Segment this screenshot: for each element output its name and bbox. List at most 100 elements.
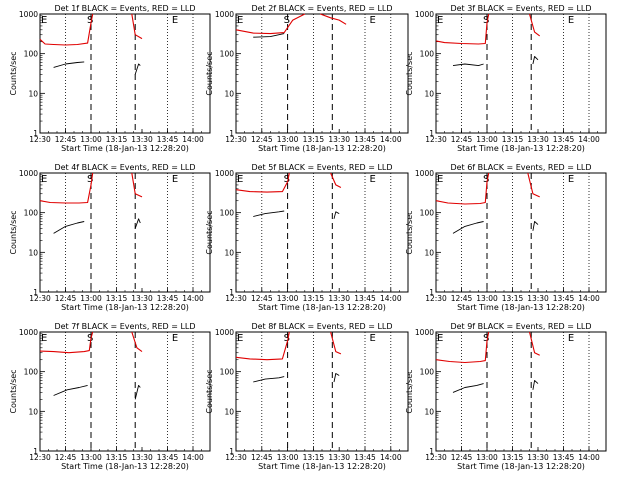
plot-frame xyxy=(235,331,409,452)
marker-e: E xyxy=(237,174,243,185)
y-axis-label: Counts/sec xyxy=(9,369,18,413)
x-tick-label: 13:45 xyxy=(354,453,376,462)
x-tick-label: 13:00 xyxy=(277,453,299,462)
x-tick-label: 13:45 xyxy=(354,135,376,144)
x-axis-label: Start Time (18-Jan-13 12:28:20) xyxy=(61,303,189,312)
x-tick-label: 13:45 xyxy=(157,294,179,303)
x-tick-label: 13:15 xyxy=(502,453,524,462)
lld-series-line xyxy=(235,331,290,361)
x-tick-label: 13:00 xyxy=(476,294,498,303)
events-series-line xyxy=(452,383,484,393)
x-tick-label: 14:00 xyxy=(380,135,402,144)
marker-s: S xyxy=(483,15,489,26)
x-tick-label: 14:00 xyxy=(578,294,600,303)
x-tick-label: 14:00 xyxy=(182,294,204,303)
x-axis-label: Start Time (18-Jan-13 12:28:20) xyxy=(61,144,189,153)
marker-e: E xyxy=(172,15,178,26)
lld-series-line xyxy=(131,331,143,353)
x-tick-label: 13:00 xyxy=(80,135,102,144)
y-tick-label: 1000 xyxy=(19,169,38,178)
y-tick-label: 1000 xyxy=(215,169,234,178)
marker-e: E xyxy=(369,333,375,344)
x-tick-label: 14:00 xyxy=(182,135,204,144)
marker-e: E xyxy=(41,174,47,185)
lld-series-line xyxy=(435,331,490,364)
x-tick-label: 12:45 xyxy=(55,294,77,303)
x-tick-label: 13:15 xyxy=(303,294,325,303)
y-tick-label: 10 xyxy=(28,89,38,98)
y-tick-label: 1 xyxy=(33,447,38,456)
x-tick-label: 14:00 xyxy=(578,453,600,462)
x-axis-label: Start Time (18-Jan-13 12:28:20) xyxy=(258,462,386,471)
marker-e: E xyxy=(437,15,443,26)
lld-series-line xyxy=(330,331,342,355)
plot-frame xyxy=(435,172,607,293)
marker-s: S xyxy=(483,174,489,185)
y-tick-label: 1 xyxy=(229,129,234,138)
x-tick-label: 12:30 xyxy=(425,453,447,462)
chart-title: Det 5f BLACK = Events, RED = LLD xyxy=(251,163,392,172)
y-tick-label: 1 xyxy=(229,447,234,456)
chart-title: Det 6f BLACK = Events, RED = LLD xyxy=(450,163,591,172)
plot-frame xyxy=(235,172,409,293)
events-series-line xyxy=(532,380,539,390)
chart-title: Det 2f BLACK = Events, RED = LLD xyxy=(251,4,392,13)
x-tick-label: 13:30 xyxy=(131,135,153,144)
chart-title: Det 1f BLACK = Events, RED = LLD xyxy=(54,4,195,13)
chart-title: Det 9f BLACK = Events, RED = LLD xyxy=(450,322,591,331)
y-tick-label: 1 xyxy=(429,288,434,297)
chart-panel-4: Det 4f BLACK = Events, RED = LLD E E S 12:30… xyxy=(9,163,211,312)
x-tick-label: 13:45 xyxy=(553,135,575,144)
y-tick-label: 1 xyxy=(429,129,434,138)
y-tick-label: 1000 xyxy=(415,169,434,178)
y-tick-label: 1000 xyxy=(415,328,434,337)
marker-e: E xyxy=(437,174,443,185)
events-series-line xyxy=(532,221,539,231)
plot-frame xyxy=(39,331,211,452)
y-axis-label: Counts/sec xyxy=(205,51,214,95)
marker-e: E xyxy=(369,174,375,185)
y-tick-label: 10 xyxy=(424,248,434,257)
x-tick-label: 12:45 xyxy=(55,453,77,462)
x-tick-label: 13:30 xyxy=(131,294,153,303)
lld-series-line xyxy=(330,172,342,188)
x-tick-label: 13:15 xyxy=(502,294,524,303)
events-series-line xyxy=(53,384,88,396)
chart-title: Det 7f BLACK = Events, RED = LLD xyxy=(54,322,195,331)
x-tick-label: 13:15 xyxy=(106,294,128,303)
events-series-line xyxy=(134,63,141,75)
x-tick-label: 13:00 xyxy=(277,294,299,303)
chart-panel-5: Det 5f BLACK = Events, RED = LLD E E S 12:30… xyxy=(205,163,409,312)
y-tick-label: 10 xyxy=(424,407,434,416)
x-axis-label: Start Time (18-Jan-13 12:28:20) xyxy=(457,144,585,153)
x-tick-label: 12:30 xyxy=(425,135,447,144)
x-axis-label: Start Time (18-Jan-13 12:28:20) xyxy=(61,462,189,471)
x-tick-label: 13:30 xyxy=(131,453,153,462)
events-series-line xyxy=(253,376,285,383)
lld-series-line xyxy=(435,13,490,45)
x-tick-label: 12:30 xyxy=(29,453,51,462)
y-axis-label: Counts/sec xyxy=(9,210,18,254)
x-tick-label: 13:15 xyxy=(303,453,325,462)
events-series-line xyxy=(452,63,484,67)
x-tick-label: 14:00 xyxy=(380,453,402,462)
lld-series-line xyxy=(235,172,290,193)
y-axis-label: Counts/sec xyxy=(405,369,414,413)
y-tick-label: 1 xyxy=(229,288,234,297)
y-tick-label: 100 xyxy=(220,209,235,218)
x-tick-label: 13:15 xyxy=(106,135,128,144)
marker-e: E xyxy=(568,333,574,344)
events-series-line xyxy=(53,61,85,68)
marker-e: E xyxy=(568,174,574,185)
y-axis-label: Counts/sec xyxy=(205,210,214,254)
x-tick-label: 12:45 xyxy=(251,294,273,303)
marker-e: E xyxy=(41,15,47,26)
marker-s: S xyxy=(284,333,290,344)
events-series-line xyxy=(333,373,340,383)
y-tick-label: 100 xyxy=(420,50,435,59)
x-tick-label: 12:45 xyxy=(451,135,473,144)
x-tick-label: 13:15 xyxy=(303,135,325,144)
x-tick-label: 13:30 xyxy=(328,135,350,144)
x-tick-label: 13:15 xyxy=(106,453,128,462)
y-tick-label: 1 xyxy=(33,129,38,138)
